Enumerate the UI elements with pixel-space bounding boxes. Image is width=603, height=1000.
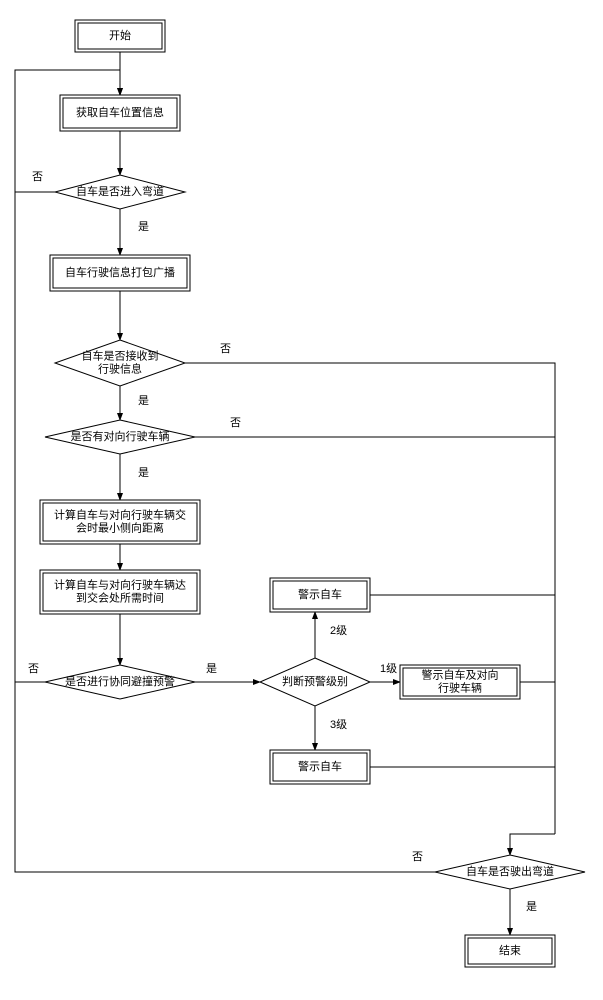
- node-label-warn1: 行驶车辆: [438, 680, 482, 694]
- edge-label-exited-end: 是: [526, 900, 537, 913]
- node-label-calc_time: 计算自车与对向行驶车辆达: [54, 577, 186, 591]
- edge-label-do_warn-loop-no: 否: [28, 663, 39, 675]
- node-label-oncoming: 是否有对向行驶车辆: [71, 429, 170, 443]
- node-label-warn1: 警示自车及对向: [422, 667, 499, 681]
- node-label-calc_dist: 计算自车与对向行驶车辆交: [54, 507, 186, 521]
- edge-label-oncoming-exited-r2: 否: [230, 417, 241, 429]
- node-label-recv: 行驶信息: [98, 361, 142, 375]
- node-label-calc_time: 到交会处所需时间: [76, 590, 164, 604]
- edge-label-do_warn-judge_level: 是: [206, 662, 217, 675]
- edge-join-down-exited: [510, 834, 555, 855]
- edge-label-oncoming-calc_dist: 是: [138, 466, 149, 479]
- edge-label-judge_level-warn3: 3级: [330, 718, 347, 731]
- node-label-start: 开始: [109, 28, 131, 42]
- node-label-calc_dist: 会时最小侧向距离: [76, 520, 164, 534]
- edge-exited-loop-back: [15, 682, 435, 872]
- edge-label-recv-exited-r: 否: [220, 343, 231, 355]
- node-label-do_warn: 是否进行协同避撞预警: [65, 674, 175, 688]
- node-label-warn2: 警示自车: [298, 587, 342, 601]
- node-label-get_pos: 获取自车位置信息: [76, 105, 164, 119]
- node-label-end: 结束: [499, 944, 521, 957]
- node-label-recv: 自车是否接收到: [82, 348, 159, 362]
- edge-label-judge_level-warn2: 2级: [330, 624, 347, 637]
- edge-label-recv-oncoming: 是: [138, 394, 149, 407]
- node-label-entered: 自车是否进入弯道: [76, 184, 164, 198]
- edge-label-entered-start-loop: 否: [32, 171, 43, 183]
- edge-label-judge_level-warn1: 1级: [380, 662, 397, 675]
- node-label-broadcast: 自车行驶信息打包广播: [65, 265, 175, 279]
- edge-label-entered-broadcast: 是: [138, 220, 149, 233]
- edge-label-exited-loop-back: 否: [412, 851, 423, 863]
- node-label-exited: 自车是否驶出弯道: [466, 864, 554, 878]
- node-label-warn3: 警示自车: [298, 759, 342, 773]
- node-label-judge_level: 判断预警级别: [282, 674, 348, 688]
